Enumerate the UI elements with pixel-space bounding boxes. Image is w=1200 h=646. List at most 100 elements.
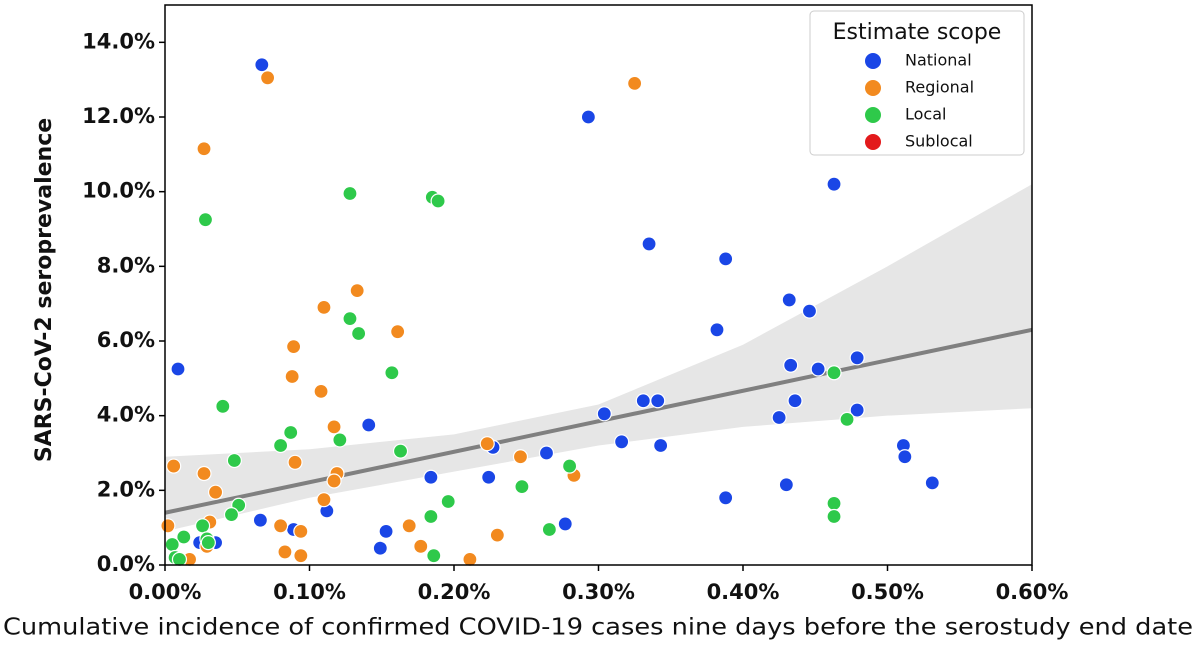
point [440,493,456,510]
point [826,365,842,381]
point [512,449,529,465]
point [462,551,478,568]
point [196,141,212,157]
point [781,292,797,308]
point [826,176,842,192]
legend-label: Regional [905,78,974,97]
point [810,361,826,377]
legend-marker [865,107,881,123]
point [378,523,394,540]
point [718,251,734,267]
point [283,424,299,441]
point [326,419,342,435]
point [361,417,377,433]
point [423,469,439,485]
point [430,193,446,209]
point [170,361,186,377]
y-tick-label: 0.0% [97,552,155,576]
point [164,536,180,553]
y-tick-label: 8.0% [97,253,155,277]
point [826,508,842,525]
point [614,434,630,450]
point [423,508,439,525]
x-tick-label: 0.20% [418,580,491,604]
point [650,393,666,409]
point [332,432,348,448]
point [627,75,643,92]
y-tick-label: 4.0% [97,403,155,427]
point [557,516,573,532]
point [384,365,400,381]
point [413,538,429,554]
point [897,449,913,465]
point [709,322,725,338]
y-tick-label: 6.0% [97,328,155,352]
point [160,518,176,534]
point [166,458,182,474]
point [771,409,787,426]
point [401,518,417,534]
legend-box [809,10,1025,156]
legend-label: Local [905,105,946,124]
point [561,458,578,474]
point [801,303,818,319]
point [514,479,530,495]
point [390,324,406,340]
x-tick-label: 0.00% [129,580,202,604]
point [641,236,657,252]
point [351,325,367,342]
point [538,445,555,461]
y-tick-label: 12.0% [82,104,155,128]
point [207,484,224,500]
point [273,437,289,454]
point [849,402,865,418]
point [316,492,332,508]
point [849,350,865,366]
point [580,109,596,125]
point [342,311,358,327]
point [489,527,505,543]
legend-label: National [905,51,972,70]
x-tick-label: 0.10% [273,580,346,604]
point [196,465,212,482]
trend-line [164,327,1033,515]
point [342,185,358,202]
point [596,406,612,422]
point [783,357,799,373]
x-axis-label: Cumulative incidence of confirmed COVID-… [3,615,1193,641]
point [653,437,669,454]
point [826,495,842,511]
point [293,523,309,540]
point [778,477,794,493]
point [293,548,309,564]
point [259,70,276,86]
point [200,534,216,551]
point [481,469,497,485]
point [194,518,211,534]
point [326,473,342,489]
y-tick-label: 10.0% [82,179,155,203]
point [924,475,940,491]
point [316,299,332,315]
legend-label: Sublocal [905,132,973,151]
x-tick-label: 0.30% [562,580,635,604]
confidence-band [165,184,1032,532]
point [223,506,240,523]
legend-marker [865,134,881,150]
point [176,529,192,545]
point [286,339,302,355]
point [479,436,495,452]
point [197,212,214,228]
point [839,411,855,427]
point [787,393,803,409]
point [287,454,303,470]
point [252,512,268,528]
point [426,548,442,564]
point [226,452,242,469]
point [313,383,329,399]
plot-area [160,57,1033,568]
point [284,368,300,385]
point [392,443,409,459]
point [215,398,231,414]
